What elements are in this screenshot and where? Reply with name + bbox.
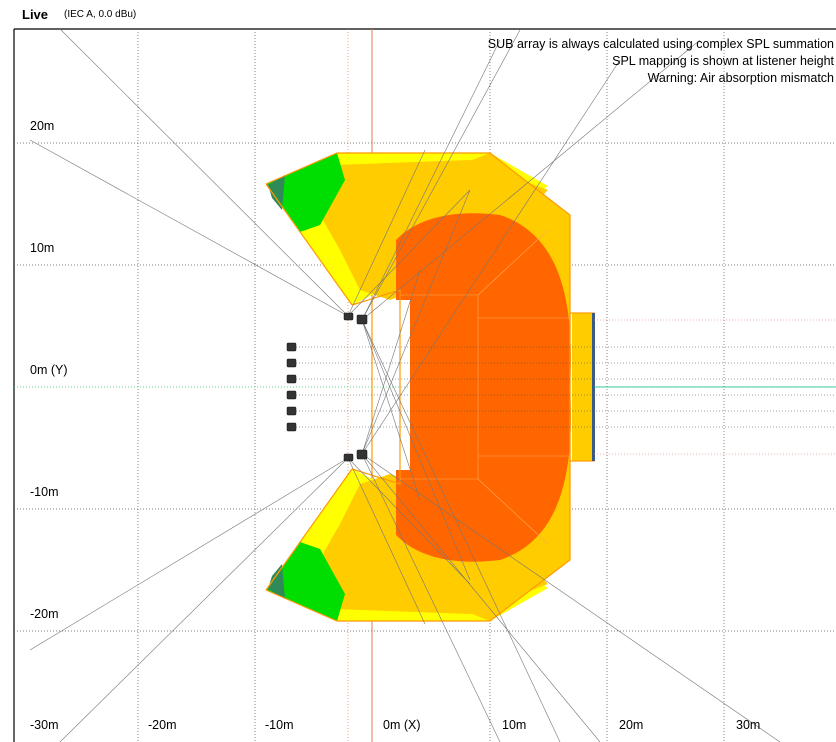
- zone-teal-lower: [268, 564, 285, 599]
- view-subtitle: (IEC A, 0.0 dBu): [64, 9, 137, 20]
- y-tick-label: -10m: [30, 485, 59, 499]
- view-header: Live (IEC A, 0.0 dBu): [0, 0, 836, 28]
- calculation-notes: SUB array is always calculated using com…: [488, 36, 834, 87]
- x-tick-label: 0m (X): [383, 718, 421, 732]
- x-tick-label: -30m: [30, 718, 59, 732]
- x-tick-label: -10m: [265, 718, 294, 732]
- stage-lines: [594, 319, 836, 455]
- zone-stage-orange: [572, 313, 594, 461]
- venue-outline: [265, 152, 595, 622]
- note-line: SPL mapping is shown at listener height: [612, 54, 834, 68]
- y-tick-label: 20m: [30, 119, 55, 133]
- sub-icon: [286, 390, 297, 400]
- y-tick-label: -20m: [30, 607, 59, 621]
- x-tick-label: -20m: [148, 718, 177, 732]
- sub-icon: [286, 422, 297, 432]
- speakers: [286, 312, 368, 462]
- sub-icon: [286, 342, 297, 352]
- note-line: SUB array is always calculated using com…: [487, 37, 834, 51]
- aiming-lines: [29, 28, 781, 742]
- x-tick-label: 30m: [736, 718, 761, 732]
- x-tick-label: 20m: [619, 718, 644, 732]
- zone-teal-upper: [268, 175, 285, 210]
- x-tick-label: 10m: [502, 718, 527, 732]
- sub-icon: [286, 358, 297, 368]
- sub-icon: [286, 374, 297, 384]
- zone-green-upper: [266, 153, 345, 232]
- sub-icon: [286, 406, 297, 416]
- note-line: Warning: Air absorption mismatch: [647, 71, 834, 85]
- y-tick-label: 0m (Y): [30, 363, 68, 377]
- y-tick-label: 10m: [30, 241, 55, 255]
- speaker-icon: [356, 314, 368, 325]
- zone-green-lower: [266, 542, 345, 621]
- zone-red-core: [396, 213, 571, 562]
- spl-zones: [266, 153, 594, 621]
- view-title: Live: [22, 7, 49, 22]
- stage-edge: [592, 313, 595, 461]
- speaker-icon: [343, 312, 354, 321]
- speaker-icon: [343, 453, 354, 462]
- sub-lines: [296, 346, 836, 428]
- speaker-icon: [356, 449, 368, 460]
